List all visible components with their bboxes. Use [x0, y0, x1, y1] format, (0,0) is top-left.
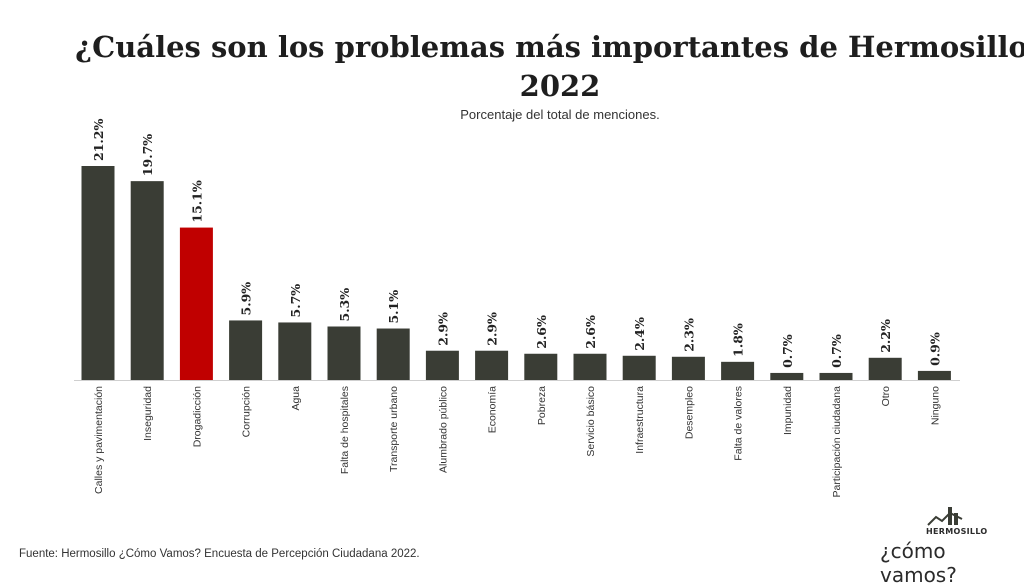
- category-label: Impunidad: [782, 386, 794, 435]
- data-label: 2.4%: [632, 317, 647, 351]
- bar: [81, 166, 115, 380]
- bar: [622, 355, 656, 380]
- data-label: 2.9%: [435, 312, 450, 346]
- bar: [671, 356, 705, 380]
- bar-chart-logo-icon: [927, 507, 963, 526]
- category-label: Participación ciudadana: [831, 386, 843, 498]
- chart-subtitle: Porcentaje del total de menciones.: [460, 107, 660, 122]
- category-label: Corrupción: [241, 386, 253, 438]
- data-label: 15.1%: [189, 180, 204, 222]
- logo-main-text: ¿cómo vamos?: [880, 539, 957, 587]
- bar: [475, 350, 509, 380]
- bar: [721, 361, 755, 380]
- category-label: Ninguno: [929, 386, 941, 425]
- data-label: 19.7%: [140, 134, 155, 176]
- category-label: Agua: [290, 386, 302, 411]
- category-label: Economía: [487, 386, 499, 433]
- data-label: 0.7%: [780, 334, 795, 368]
- bar: [868, 357, 902, 380]
- category-label: Calles y pavimentación: [93, 386, 105, 494]
- data-label: 0.9%: [927, 332, 942, 366]
- category-label: Drogadicción: [191, 386, 203, 447]
- data-label: 0.7%: [829, 334, 844, 368]
- hermosillo-como-vamos-logo: HERMOSILLO ¿cómo vamos?: [880, 505, 1020, 587]
- bar: [376, 328, 410, 380]
- category-label: Alumbrado público: [437, 386, 449, 473]
- data-label: 2.9%: [485, 312, 500, 346]
- bar: [425, 350, 459, 380]
- category-label: Falta de valores: [733, 386, 745, 461]
- data-label: 5.1%: [386, 290, 401, 324]
- bar: [770, 372, 804, 380]
- data-label: 2.2%: [878, 319, 893, 353]
- data-label: 5.7%: [288, 284, 303, 318]
- bar: [130, 181, 164, 380]
- category-label: Inseguridad: [142, 386, 154, 441]
- chart-title: ¿Cuáles son los problemas más importante…: [75, 30, 1024, 103]
- category-label: Servicio básico: [585, 386, 597, 457]
- data-label: 2.6%: [534, 315, 549, 349]
- data-label: 2.3%: [681, 318, 696, 352]
- source-note: Fuente: Hermosillo ¿Cómo Vamos? Encuesta…: [19, 548, 420, 560]
- bar: [179, 227, 213, 380]
- category-label: Transporte urbano: [388, 386, 400, 472]
- data-label: 2.6%: [583, 315, 598, 349]
- bar: [917, 370, 951, 380]
- bar: [573, 353, 607, 380]
- bar: [524, 353, 558, 380]
- category-label: Pobreza: [536, 386, 548, 425]
- data-label: 5.9%: [239, 282, 254, 316]
- category-label: Otro: [880, 386, 892, 407]
- bar: [327, 326, 361, 380]
- category-label: Falta de hospitales: [339, 386, 351, 474]
- bar: [819, 372, 853, 380]
- data-label: 5.3%: [337, 288, 352, 322]
- data-label: 21.2%: [91, 119, 106, 161]
- bar: [229, 320, 263, 380]
- bar: [278, 322, 312, 380]
- data-label: 1.8%: [731, 323, 746, 357]
- logo-top-text: HERMOSILLO: [926, 527, 988, 536]
- category-label: Infraestructura: [634, 386, 646, 454]
- category-label: Desempleo: [683, 386, 695, 439]
